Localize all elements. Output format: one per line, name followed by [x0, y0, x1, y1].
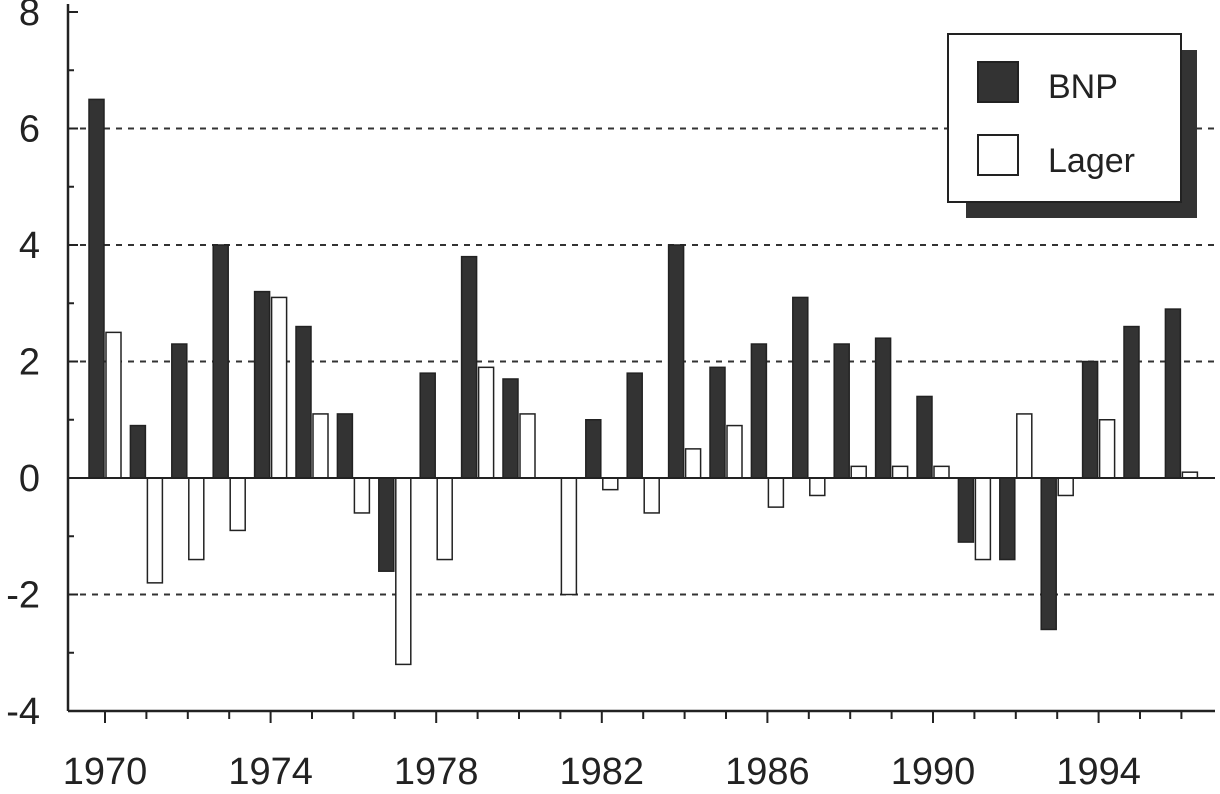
legend-label-bnp: BNP: [1048, 68, 1118, 106]
x-tick-label-1990: 1990: [891, 751, 976, 793]
bar-bnp-1996: [1164, 308, 1182, 479]
y-tick-label-3: 2: [19, 342, 40, 384]
legend-swatch-bnp: [977, 61, 1019, 103]
bar-bnp-1973: [212, 244, 229, 479]
y-tick-label-2: 0: [19, 458, 40, 500]
bar-lager-1980: [519, 413, 536, 479]
bar-bnp-1995: [1123, 325, 1140, 479]
y-tick-label-4: 4: [19, 225, 40, 267]
bar-lager-1987: [809, 477, 826, 497]
bar-bnp-1970: [88, 98, 105, 479]
bar-bnp-1984: [667, 244, 685, 479]
axes: [66, 4, 1215, 723]
bar-bnp-1979: [460, 255, 478, 479]
x-tick-label-1970: 1970: [63, 751, 148, 793]
tick-labels: -4 -2 0 2 4 6 8 1970 1974 1978 1982 1986 1990 1994: [6, 0, 1141, 793]
y-tick-label-1: -2: [6, 575, 40, 617]
bar-lager-1981: [560, 477, 578, 596]
bar-bnp-1982: [585, 419, 602, 479]
bar-lager-1984: [684, 448, 702, 479]
bar-bnp-1993: [1040, 477, 1057, 631]
x-tick-label-1978: 1978: [394, 751, 479, 793]
bar-lager-1992: [1016, 413, 1033, 479]
bar-lager-1976: [353, 477, 371, 514]
bar-lager-1974: [270, 296, 288, 479]
bar-lager-1982: [602, 477, 619, 491]
bar-bnp-1990: [916, 395, 933, 479]
bar-lager-1971: [146, 477, 164, 584]
bar-bnp-1988: [833, 343, 850, 479]
bar-bnp-1983: [626, 372, 643, 479]
x-tick-label-1974: 1974: [228, 751, 313, 793]
bar-bnp-1976: [336, 413, 354, 479]
bar-bnp-1989: [874, 337, 892, 479]
bar-bnp-1977: [378, 477, 395, 572]
bar-lager-1985: [726, 424, 743, 479]
bar-bnp-1991: [957, 477, 975, 543]
bar-lager-1978: [436, 477, 453, 561]
bar-bnp-1978: [419, 372, 436, 479]
bar-bnp-1980: [502, 378, 519, 479]
bar-bnp-1985: [709, 366, 726, 479]
bar-bnp-1994: [1081, 360, 1099, 479]
bar-bnp-1987: [792, 296, 809, 479]
bar-lager-1988: [850, 465, 867, 479]
legend-swatch-lager: [977, 134, 1019, 176]
legend-label-lager: Lager: [1048, 142, 1135, 180]
bar-lager-1979: [477, 366, 495, 479]
x-tick-label-1986: 1986: [725, 751, 810, 793]
y-tick-label-5: 6: [19, 109, 40, 151]
bar-lager-1986: [767, 477, 785, 508]
x-tick-label-1994: 1994: [1056, 751, 1141, 793]
bar-lager-1991: [974, 477, 992, 561]
x-tick-label-1982: 1982: [560, 751, 645, 793]
legend: BNP Lager: [947, 33, 1197, 218]
bar-bnp-1986: [750, 343, 768, 479]
bar-lager-1977: [395, 477, 412, 666]
y-tick-label-6: 8: [19, 0, 40, 34]
bar-lager-1983: [643, 477, 660, 514]
bar-bnp-1975: [295, 325, 312, 479]
bar-lager-1989: [891, 465, 909, 479]
bar-lager-1972: [188, 477, 205, 561]
bar-bnp-1971: [129, 424, 147, 479]
bar-bnp-1992: [999, 477, 1016, 561]
bar-lager-1993: [1057, 477, 1074, 497]
y-tick-label-0: -4: [6, 691, 40, 733]
bar-lager-1994: [1098, 419, 1116, 479]
bar-bnp-1972: [171, 343, 188, 479]
bar-lager-1973: [229, 477, 246, 532]
bar-lager-1990: [933, 465, 950, 479]
bar-bnp-1974: [253, 290, 271, 479]
bar-lager-1970: [105, 331, 122, 479]
bar-lager-1975: [312, 413, 329, 479]
